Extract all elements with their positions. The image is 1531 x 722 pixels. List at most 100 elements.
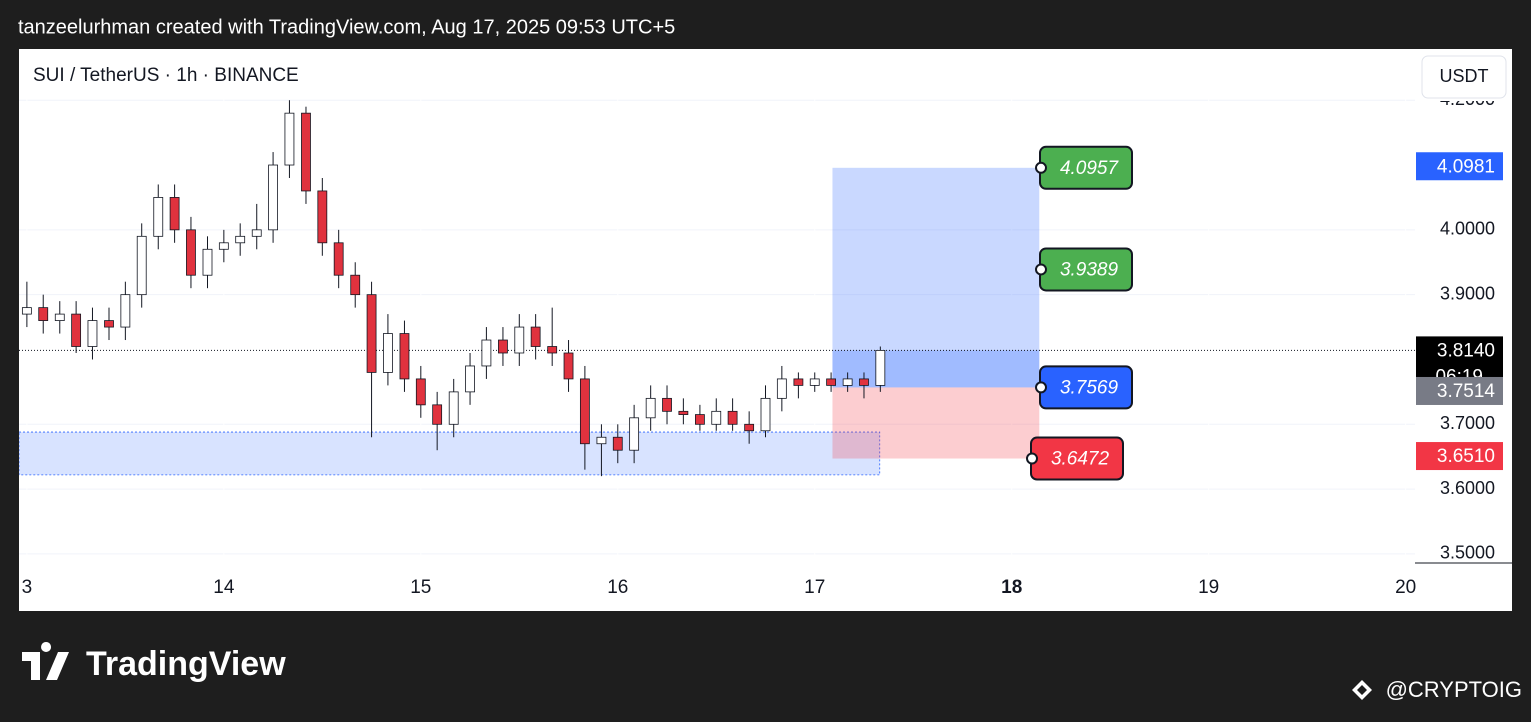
x-tick-label: 17 xyxy=(804,577,825,598)
candle-body xyxy=(727,410,738,425)
level-label: 3.6472 xyxy=(1051,449,1110,470)
x-tick-label: 14 xyxy=(213,577,235,598)
tradingview-logo: TradingView xyxy=(22,642,286,683)
y-tick-label: 3.9000 xyxy=(1440,283,1495,303)
price-label-box xyxy=(1416,376,1503,405)
candle-body xyxy=(695,414,705,425)
candle-body xyxy=(875,349,886,386)
price-label: 3.6510 xyxy=(1437,446,1495,467)
candle-body xyxy=(350,274,361,296)
candle-body xyxy=(498,339,508,354)
candle-body xyxy=(54,313,65,321)
x-tick-label: 18 xyxy=(1001,577,1022,598)
x-tick-label: 20 xyxy=(1395,577,1416,598)
candle-body xyxy=(481,339,492,367)
y-tick-label: 3.7000 xyxy=(1440,413,1495,433)
price-label: 3.8140 xyxy=(1437,340,1495,361)
level-handle xyxy=(1035,381,1047,394)
logo-icon xyxy=(22,642,69,680)
candle-body xyxy=(711,410,722,425)
candle-body xyxy=(612,436,623,451)
candle-body xyxy=(333,242,344,276)
candle-body xyxy=(645,397,656,419)
logo-text: TradingView xyxy=(86,645,286,683)
level-label: 4.0957 xyxy=(1060,158,1120,179)
candle-body xyxy=(744,423,755,432)
price-label-box xyxy=(1416,442,1503,471)
candle-body xyxy=(760,397,771,432)
y-tick-label: 3.5000 xyxy=(1440,543,1495,563)
candle-body xyxy=(284,112,295,166)
candle-body xyxy=(415,378,426,406)
watermark-icon xyxy=(1352,680,1372,700)
y-tick-label: 4.2000 xyxy=(1440,89,1495,109)
candle-body xyxy=(859,378,869,386)
x-tick-label: 16 xyxy=(607,577,628,598)
candle-body xyxy=(530,326,541,347)
currency-button[interactable] xyxy=(1421,55,1507,99)
candle-body xyxy=(793,378,804,386)
candle-body xyxy=(38,307,49,321)
overlay: 4.09573.93893.75693.64724.09813.814006:1… xyxy=(1026,145,1503,481)
level-handle xyxy=(1035,161,1047,174)
candle-body xyxy=(202,248,213,276)
candle-body xyxy=(218,242,229,250)
candle-body xyxy=(776,378,787,399)
level-label: 3.7569 xyxy=(1060,377,1119,398)
candle-body xyxy=(366,294,377,373)
candle-body xyxy=(678,410,689,415)
candle-body xyxy=(251,229,262,237)
y-tick-label: 3.6000 xyxy=(1440,478,1495,498)
candle-body xyxy=(186,229,196,276)
currency[interactable]: USDT xyxy=(1440,66,1489,86)
candle-body xyxy=(136,235,147,296)
candle-body xyxy=(514,326,525,354)
chart-title: SUI / TetherUS · 1h · BINANCE xyxy=(33,65,299,86)
candle-body xyxy=(87,320,98,347)
level-label: 3.9389 xyxy=(1060,259,1119,280)
candle-body xyxy=(563,352,574,380)
candle-body xyxy=(71,313,82,347)
price-axis: 3.5000 3.6000 3.7000 3.9000 4.0000 4.2000 xyxy=(1440,89,1495,563)
candle-body xyxy=(21,307,32,315)
x-tick-label: 3 xyxy=(22,577,33,598)
stop-area xyxy=(832,387,1040,459)
price-label: 4.0981 xyxy=(1437,156,1495,177)
watermark: @CRYPTOIG xyxy=(1386,677,1522,702)
candle-body xyxy=(629,417,640,451)
candle-body xyxy=(317,190,328,244)
candle-body xyxy=(153,197,164,237)
candle-body xyxy=(268,164,278,231)
candle-body xyxy=(826,378,836,386)
level-handle xyxy=(1035,263,1047,276)
candle-body xyxy=(301,112,311,192)
candle-body xyxy=(809,378,820,386)
candle-body xyxy=(547,346,558,354)
candle-body xyxy=(448,391,459,425)
candle-body xyxy=(579,378,590,445)
candle-body xyxy=(465,365,475,393)
candle-body xyxy=(235,235,246,244)
candle-body xyxy=(596,436,607,445)
x-tick-label: 15 xyxy=(410,577,431,598)
candle-body xyxy=(104,320,114,328)
candle-body xyxy=(120,294,131,328)
support-zone xyxy=(19,431,881,476)
level-handle xyxy=(1026,452,1038,465)
y-tick-label: 4.0000 xyxy=(1440,219,1495,239)
x-tick-label: 19 xyxy=(1198,577,1219,598)
candle-body xyxy=(383,333,393,373)
candle-body xyxy=(662,397,672,412)
price-label-box xyxy=(1416,152,1503,181)
candle-body xyxy=(432,404,443,425)
plot xyxy=(19,49,1415,563)
target-area xyxy=(832,167,1040,388)
candle-body xyxy=(399,333,410,380)
credit: tanzeelurhman created with TradingView.c… xyxy=(18,16,675,38)
candle-body xyxy=(169,197,180,231)
candle-body xyxy=(842,378,853,386)
price-label: 3.7514 xyxy=(1437,381,1496,402)
chart-panel xyxy=(19,49,1512,611)
